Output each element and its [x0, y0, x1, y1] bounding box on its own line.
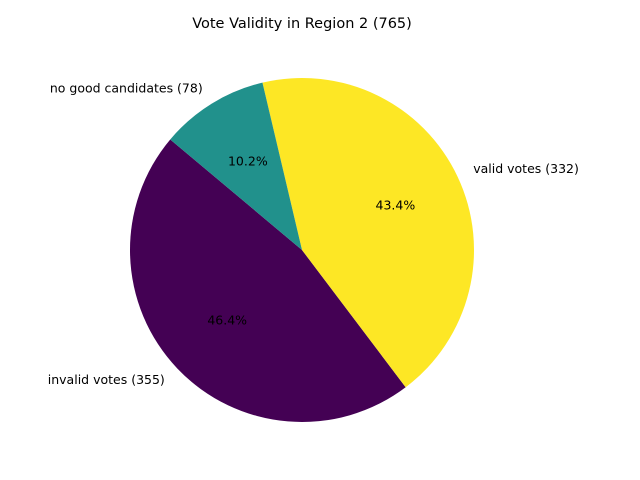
slice-pct-0: 46.4%: [207, 313, 247, 328]
chart-title: Vote Validity in Region 2 (765): [192, 16, 412, 32]
slice-pct-2: 10.2%: [228, 154, 268, 169]
pie-labels: invalid votes (355) 46.4% valid votes (332…: [48, 80, 579, 386]
slice-label-2: no good candidates (78): [50, 80, 203, 95]
slice-label-1: valid votes (332): [473, 161, 579, 176]
pie-slice-1: [262, 77, 475, 388]
pie-slice-0: [129, 139, 406, 423]
slice-pct-1: 43.4%: [376, 198, 416, 213]
pie-slice-2: [170, 82, 302, 251]
slice-label-0: invalid votes (355): [48, 372, 165, 387]
pie-slices: [129, 77, 475, 423]
